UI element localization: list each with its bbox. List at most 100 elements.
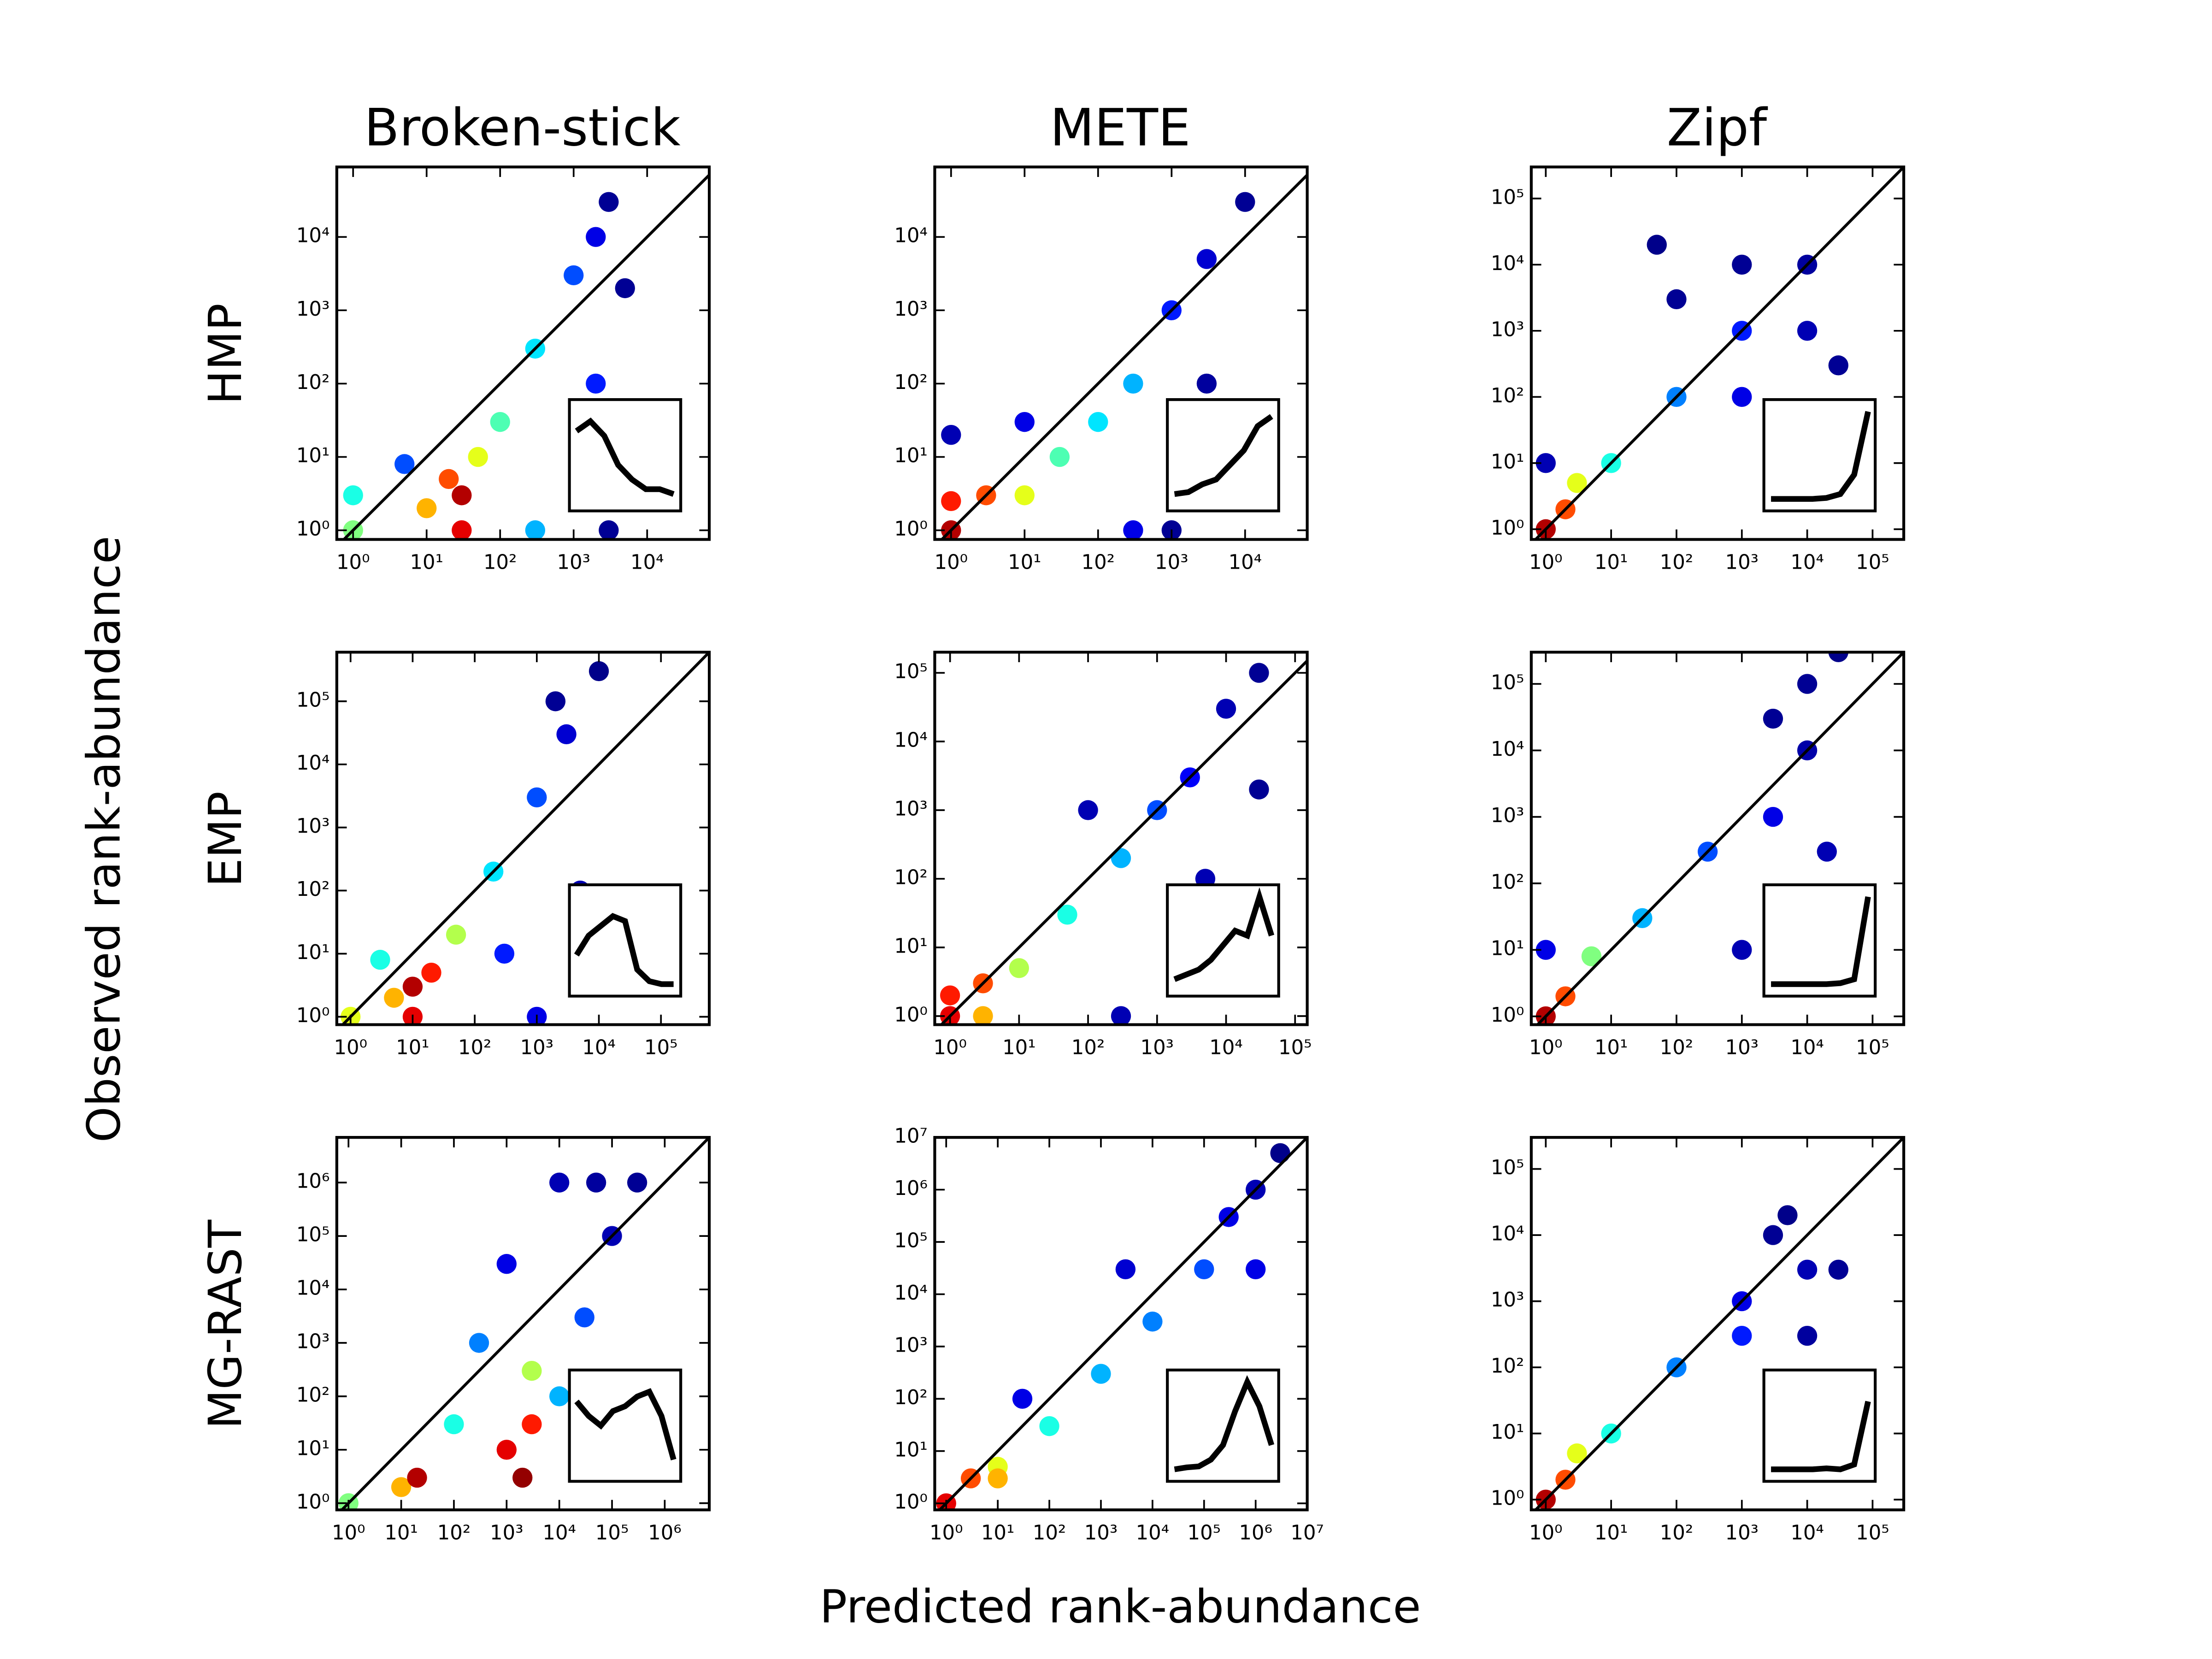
points [1533,167,1904,540]
point [941,491,961,512]
x-tick-label: 10⁰ [1529,1036,1563,1059]
point [407,1467,427,1488]
x-tick-label: 10¹ [1008,551,1041,574]
point [1111,1006,1131,1025]
points [939,659,1307,1025]
x-tick-label: 10⁴ [542,1522,576,1545]
y-tick-label: 10³ [894,797,928,820]
inset-frame [1762,1368,1877,1483]
x-tick-label: 10¹ [981,1522,1015,1545]
panel: 10⁰ 10¹ 10² 10³ 10⁴ 10⁵ 10⁶ 10⁷ 10⁰ 10¹ 10² 10³ 10⁴ 1… [894,1125,1324,1545]
point [1270,1143,1290,1163]
y-tick-label: 10⁰ [894,1491,928,1514]
x-tick-label: 10⁰ [336,551,370,574]
axes-frame [335,1136,711,1512]
y-tick-label: 10⁰ [1491,517,1524,540]
point [564,265,584,286]
y-tick-label: 10⁰ [1491,1487,1524,1510]
x-tick-label: 10¹ [1594,1036,1628,1059]
x-tick-label: 10⁴ [1209,1036,1243,1059]
point [599,192,619,212]
y-tick-label: 10² [296,1383,330,1406]
y-tick-label: 10¹ [894,444,928,467]
y-axis-label: Observed rank-abundance [78,536,131,1143]
point [1049,447,1070,467]
point [402,977,423,997]
x-tick-label: 10⁴ [1229,551,1262,574]
x-tick-label: 10² [1071,1036,1105,1059]
x-tick-label: 10⁰ [334,1036,367,1059]
x-tick-label: 10⁰ [933,1036,967,1059]
inset-frame [1166,398,1280,512]
point [586,373,606,394]
one-to-one-line [939,659,1307,1025]
x-tick-label: 10⁵ [1188,1522,1221,1545]
panel: 10⁰ 10¹ 10² 10³ 10⁴ 10⁵ 10⁰ 10¹ 10² 10³ 10⁴ 10⁵ [1491,1136,1906,1545]
y-tick-label: 10⁵ [296,688,330,712]
x-tick-label: 10⁰ [930,1522,963,1545]
point [1123,373,1143,394]
point [549,1172,570,1193]
point [549,1386,570,1406]
y-tick-label: 10³ [296,298,330,321]
x-tick-label: 10³ [1084,1522,1118,1545]
x-tick-label: 10¹ [1002,1036,1036,1059]
inset-line [574,1388,677,1461]
point [973,1006,993,1025]
x-tick-label: 10⁵ [1856,551,1889,574]
axes-frame [335,165,711,541]
point [525,520,546,540]
point [1763,1225,1783,1245]
x-tick-label: 10⁴ [1790,1036,1824,1059]
y-tick-label: 10¹ [1491,1421,1524,1444]
y-tick-label: 10² [1491,871,1524,894]
point [1581,946,1602,966]
point [1797,1259,1818,1280]
point [1078,800,1098,820]
y-tick-label: 10² [1491,1355,1524,1378]
y-tick-label: 10⁰ [296,1004,330,1027]
x-tick-label: 10⁴ [582,1036,616,1059]
panel: 10⁰ 10¹ 10² 10³ 10⁴ 10⁵ 10⁰ 10¹ 10² 10³ 10⁴ 10⁵ [894,651,1312,1059]
panel: 10⁰ 10¹ 10² 10³ 10⁴ 10⁰ 10¹ 10² 10³ 10⁴ [296,165,711,574]
point [1091,1364,1111,1384]
y-tick-label: 10² [296,371,330,394]
points [341,173,710,540]
y-tick-label: 10⁴ [296,752,330,775]
point [444,1414,464,1435]
point [452,520,472,540]
one-to-one-line [1533,167,1904,540]
column-title: Zipf [1667,99,1768,158]
point [1111,848,1131,868]
point [1647,235,1667,255]
point [1012,1388,1033,1409]
x-tick-label: 10² [1033,1522,1066,1545]
point [1777,1205,1798,1225]
point [1797,1325,1818,1346]
point [469,1333,489,1353]
point [627,1172,647,1193]
panel: 10⁰ 10¹ 10² 10³ 10⁴ 10⁰ 10¹ 10² 10³ 10⁴ [894,165,1309,574]
point [343,485,363,506]
y-tick-label: 10⁰ [296,518,330,541]
point [545,691,566,712]
point [1763,708,1783,729]
x-tick-label: 10¹ [396,1036,429,1059]
point [1014,485,1035,506]
point [1196,373,1217,394]
y-tick-label: 10⁵ [1491,671,1524,694]
one-to-one-line [340,1137,710,1510]
y-tick-label: 10⁴ [296,224,330,247]
y-tick-label: 10¹ [296,1437,330,1460]
point [1666,289,1687,310]
y-tick-label: 10³ [1491,318,1524,341]
point [1828,1259,1848,1280]
y-tick-label: 10¹ [296,444,330,467]
x-tick-label: 10⁵ [595,1522,629,1545]
one-to-one-line [1535,652,1904,1025]
y-tick-label: 10¹ [296,941,330,964]
y-tick-label: 10⁴ [894,729,928,752]
row-label: MG-RAST [199,1219,252,1429]
